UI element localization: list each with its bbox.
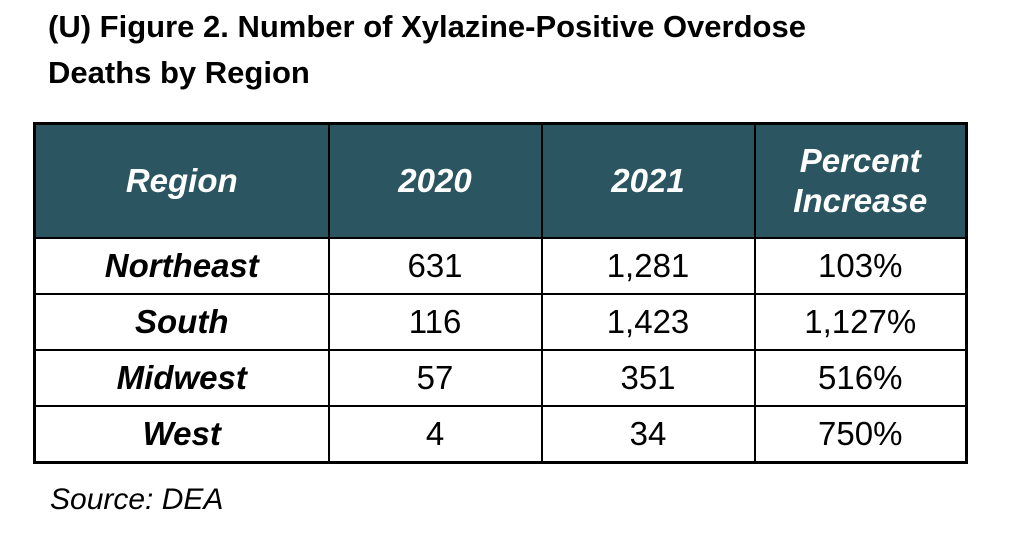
table-row: Midwest 57 351 516% — [33, 349, 968, 407]
region-cell: Northeast — [33, 237, 330, 295]
percent-increase-cell: 516% — [753, 349, 968, 407]
value-cell-2021: 34 — [540, 405, 756, 464]
region-cell: Midwest — [33, 349, 330, 407]
table-row: Northeast 631 1,281 103% — [33, 237, 968, 295]
column-header-2020: 2020 — [327, 122, 543, 239]
table-row: West 4 34 750% — [33, 405, 968, 464]
column-header-2021: 2021 — [540, 122, 756, 239]
figure-title-line2: Deaths by Region — [48, 55, 310, 90]
value-cell-2020: 57 — [327, 349, 543, 407]
region-cell: South — [33, 293, 330, 351]
value-cell-2021: 351 — [540, 349, 756, 407]
table-row: South 116 1,423 1,127% — [33, 293, 968, 351]
xylazine-deaths-table: Region 2020 2021 Percent Increase Northe… — [33, 122, 968, 464]
header-row: Region 2020 2021 Percent Increase — [33, 122, 968, 239]
figure-title: (U) Figure 2. Number of Xylazine-Positiv… — [48, 4, 806, 96]
percent-increase-cell: 103% — [753, 237, 968, 295]
column-header-percent-increase: Percent Increase — [753, 122, 968, 239]
value-cell-2021: 1,281 — [540, 237, 756, 295]
value-cell-2021: 1,423 — [540, 293, 756, 351]
percent-increase-cell: 1,127% — [753, 293, 968, 351]
value-cell-2020: 116 — [327, 293, 543, 351]
value-cell-2020: 631 — [327, 237, 543, 295]
source-note: Source: DEA — [50, 483, 224, 516]
region-cell: West — [33, 405, 330, 464]
column-header-region: Region — [33, 122, 330, 239]
percent-increase-cell: 750% — [753, 405, 968, 464]
value-cell-2020: 4 — [327, 405, 543, 464]
figure-title-line1: (U) Figure 2. Number of Xylazine-Positiv… — [48, 9, 806, 44]
